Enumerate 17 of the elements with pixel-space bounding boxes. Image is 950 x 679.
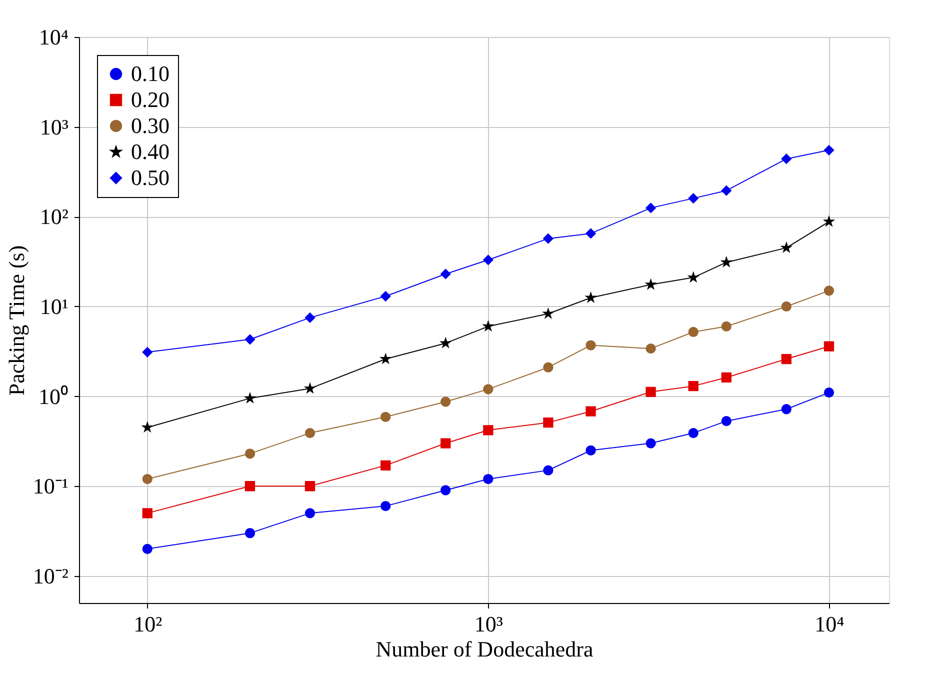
x-tick-label: 10⁴: [814, 612, 845, 636]
legend-label: 0.30: [131, 113, 170, 138]
y-tick-label: 10⁴: [38, 24, 69, 50]
y-tick-label: 10⁰: [38, 384, 68, 409]
legend-label: 0.20: [131, 87, 170, 112]
y-tick-label: 10⁻²: [32, 563, 69, 588]
x-axis-title: Number of Dodecahedra: [376, 636, 594, 662]
x-tick-label: 10²: [134, 612, 163, 636]
y-tick-label: 10⁻¹: [32, 474, 68, 499]
legend-label: 0.40: [131, 139, 170, 164]
y-axis-title: Packing Time (s): [4, 245, 29, 396]
legend-label: 0.50: [131, 165, 170, 190]
y-tick-label: 10³: [40, 114, 69, 140]
x-tick-label: 10³: [474, 612, 504, 636]
legend-label: 0.10: [131, 61, 170, 86]
y-tick-label: 10¹: [40, 294, 68, 319]
y-tick-label: 10²: [40, 204, 69, 230]
